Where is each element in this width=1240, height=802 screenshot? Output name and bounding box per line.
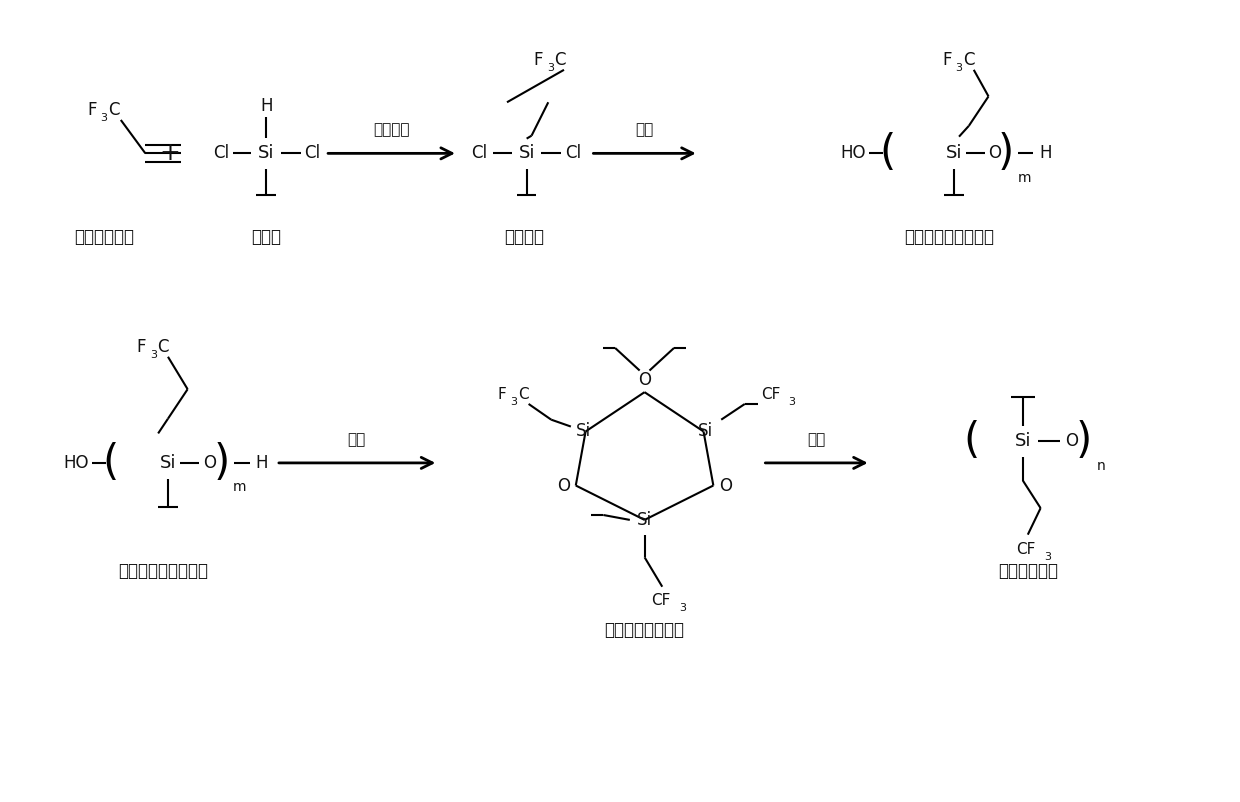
- Text: 含氟硅烷: 含氟硅烷: [503, 228, 543, 246]
- Text: Si: Si: [1014, 432, 1032, 450]
- Text: C: C: [963, 51, 975, 69]
- Text: 含氟聚硅氧烷低聚物: 含氟聚硅氧烷低聚物: [904, 228, 994, 246]
- Text: HO: HO: [63, 454, 89, 472]
- Text: F: F: [942, 51, 952, 69]
- Text: 含氟聚硅氧烷低聚物: 含氟聚硅氧烷低聚物: [118, 562, 208, 580]
- Text: +: +: [160, 141, 180, 165]
- Text: Cl: Cl: [304, 144, 320, 162]
- Text: O: O: [639, 371, 651, 389]
- Text: CF: CF: [651, 593, 671, 608]
- Text: (: (: [103, 442, 119, 484]
- Text: H: H: [255, 454, 268, 472]
- Text: ): ): [213, 442, 231, 484]
- Text: Cl: Cl: [213, 144, 229, 162]
- Text: 水解: 水解: [635, 122, 653, 137]
- Text: CF: CF: [760, 387, 780, 402]
- Text: H: H: [1039, 144, 1052, 162]
- Text: 3: 3: [547, 63, 554, 73]
- Text: F: F: [136, 338, 146, 356]
- Text: m: m: [1018, 171, 1032, 185]
- Text: 3: 3: [511, 397, 517, 407]
- Text: F: F: [88, 101, 97, 119]
- Text: 3: 3: [1044, 553, 1052, 562]
- Text: C: C: [518, 387, 529, 402]
- Text: HO: HO: [841, 144, 866, 162]
- Text: O: O: [558, 476, 570, 495]
- Text: 全氟烷基乙烯: 全氟烷基乙烯: [74, 228, 134, 246]
- Text: Cl: Cl: [564, 144, 580, 162]
- Text: C: C: [108, 101, 120, 119]
- Text: Si: Si: [946, 144, 962, 162]
- Text: 氯硅烷: 氯硅烷: [252, 228, 281, 246]
- Text: 3: 3: [100, 113, 108, 123]
- Text: Cl: Cl: [471, 144, 487, 162]
- Text: (: (: [963, 420, 980, 462]
- Text: n: n: [1097, 459, 1106, 473]
- Text: 3: 3: [789, 397, 796, 407]
- Text: O: O: [719, 476, 732, 495]
- Text: (: (: [879, 132, 895, 174]
- Text: Si: Si: [160, 454, 176, 472]
- Text: ): ): [1076, 420, 1092, 462]
- Text: 3: 3: [150, 350, 156, 360]
- Text: CF: CF: [1016, 542, 1035, 557]
- Text: H: H: [260, 97, 273, 115]
- Text: Si: Si: [258, 144, 274, 162]
- Text: O: O: [1065, 432, 1079, 450]
- Text: O: O: [202, 454, 216, 472]
- Text: C: C: [554, 51, 565, 69]
- Text: Si: Si: [518, 144, 534, 162]
- Text: 硅氢加成: 硅氢加成: [373, 122, 409, 137]
- Text: 开环: 开环: [807, 431, 826, 447]
- Text: ): ): [998, 132, 1014, 174]
- Text: 3: 3: [956, 63, 962, 73]
- Text: m: m: [233, 480, 247, 495]
- Text: Si: Si: [698, 423, 713, 440]
- Text: Si: Si: [637, 511, 652, 529]
- Text: F: F: [497, 387, 506, 402]
- Text: F: F: [533, 51, 543, 69]
- Text: C: C: [157, 338, 169, 356]
- Text: 3: 3: [680, 603, 687, 614]
- Text: 裂解: 裂解: [347, 431, 366, 447]
- Text: 含氟聚硅氧烷环体: 含氟聚硅氧烷环体: [605, 621, 684, 639]
- Text: O: O: [988, 144, 1001, 162]
- Text: 含氟聚硅氧烷: 含氟聚硅氧烷: [998, 562, 1058, 580]
- Text: Si: Si: [577, 423, 591, 440]
